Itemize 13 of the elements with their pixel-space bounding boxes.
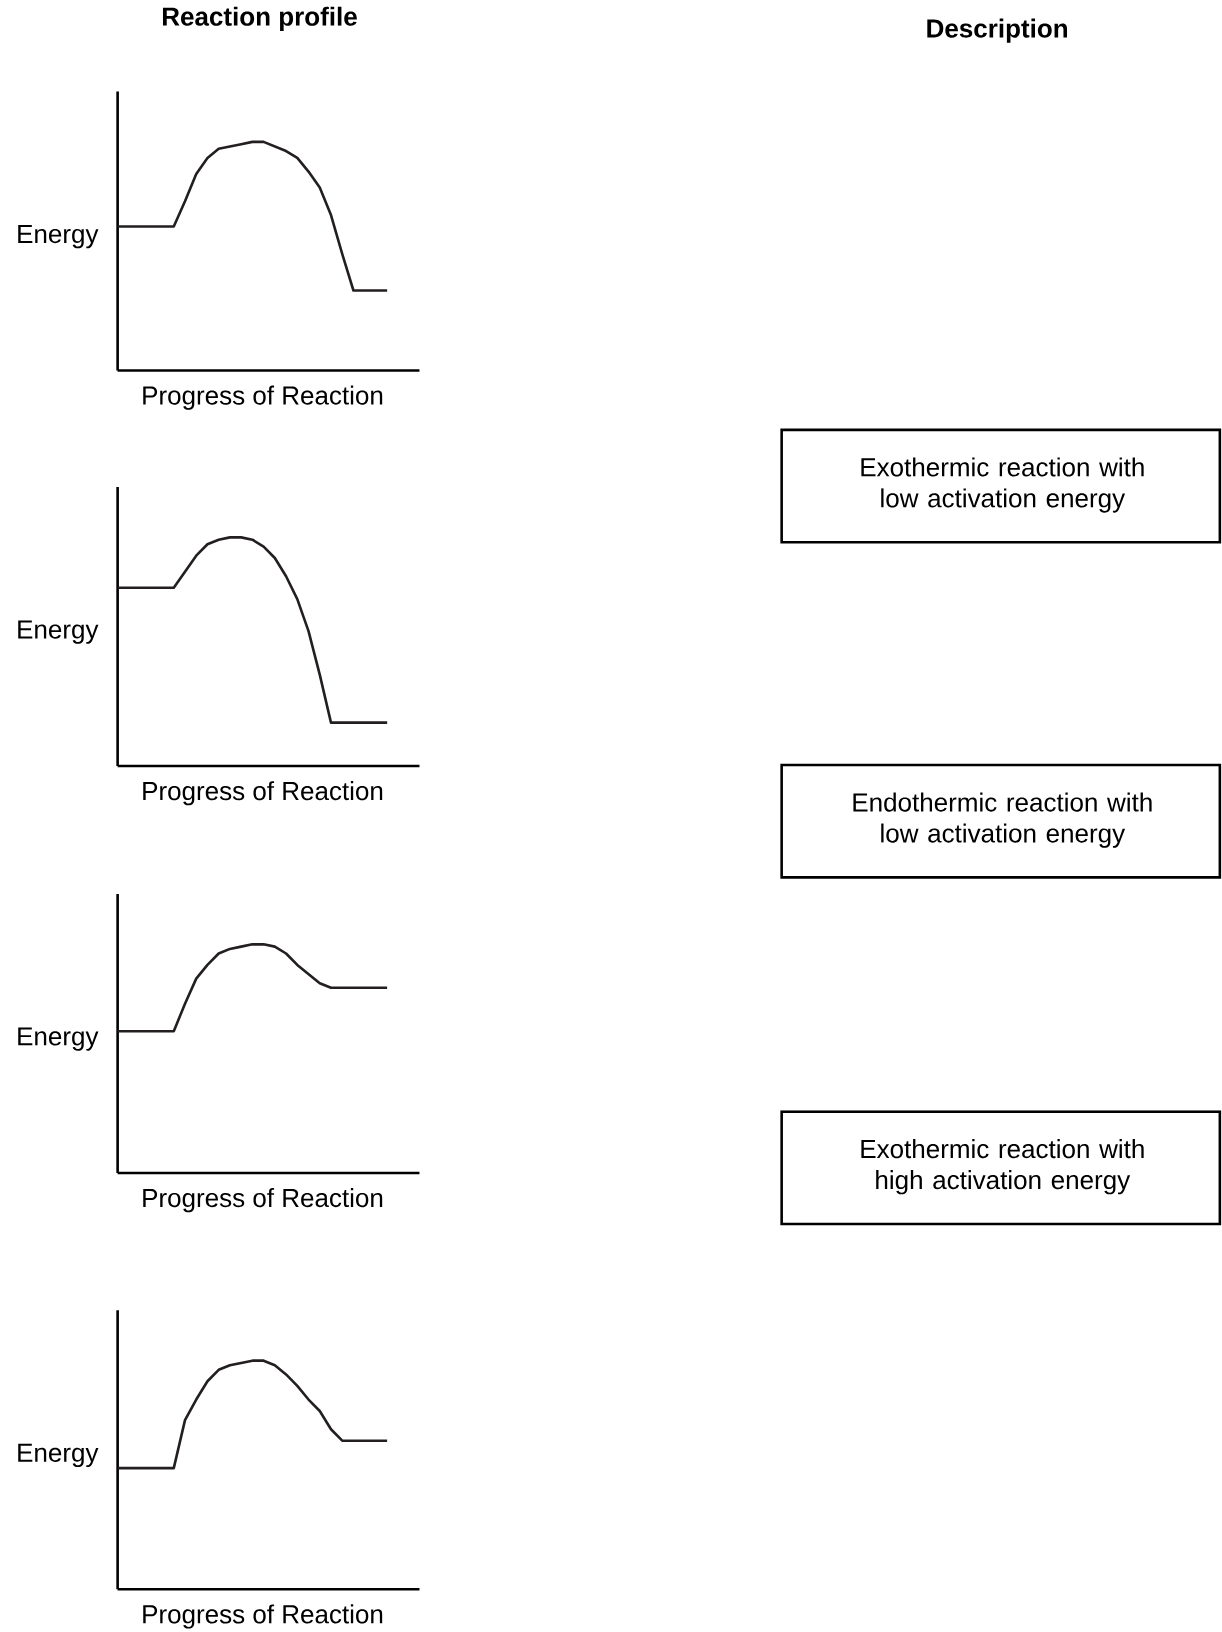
y-axis-title: Energy: [18, 1443, 99, 1468]
text: Exothermic reaction with low activation energy: [861, 457, 1144, 513]
chart-title: Reaction profile: [163, 6, 357, 31]
text: Endothermic reaction with low activation energy: [853, 792, 1152, 848]
y-axis-title: Energy: [18, 620, 99, 644]
y-axis-title: Energy: [18, 1027, 99, 1051]
x-axis-title: Progress of Reaction: [143, 1604, 383, 1629]
x-axis-title: Progress of Reaction: [143, 1188, 383, 1213]
y-axis-title: Energy: [18, 225, 99, 249]
text: Exothermic reaction with high activation energy: [861, 1139, 1144, 1195]
x-axis-title: Progress of Reaction: [143, 385, 383, 410]
x-axis-title: Progress of Reaction: [143, 781, 383, 806]
text: Description: [927, 18, 1068, 43]
